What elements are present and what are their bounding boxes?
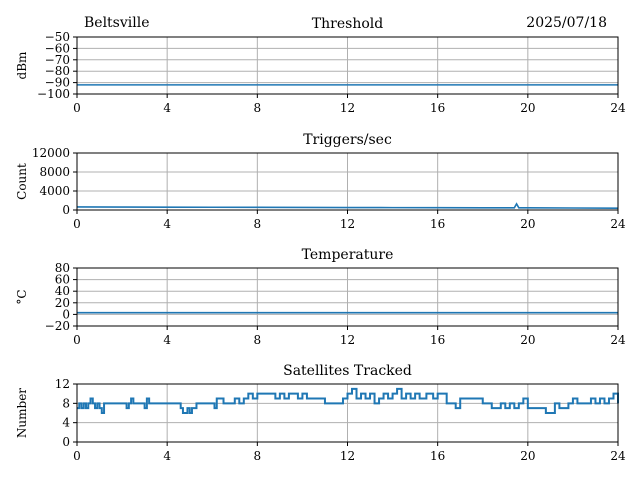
x-tick-label: 24 <box>610 333 626 347</box>
x-tick-label: 20 <box>520 101 535 115</box>
x-tick-label: 20 <box>520 217 535 231</box>
series-line-0 <box>76 202 619 209</box>
x-tick-label: 16 <box>430 449 445 463</box>
series-line-0 <box>77 387 619 414</box>
x-tick-label: 4 <box>163 333 171 347</box>
y-tick-label: −70 <box>45 53 70 67</box>
y-tick-label: 4 <box>62 416 70 430</box>
x-tick-label: 12 <box>340 101 355 115</box>
panel-title: Threshold <box>312 16 383 32</box>
y-axis-label: Number <box>15 388 29 438</box>
chart-panel-0: 0 4 8 12 16 20 24 −100−90−80−70−60−50 Threshold d… <box>15 16 626 115</box>
y-tick-label: 8000 <box>39 165 70 179</box>
x-tick-label: 8 <box>254 333 262 347</box>
panel-title: Satellites Tracked <box>283 363 412 379</box>
x-tick-label: 4 <box>163 217 171 231</box>
x-tick-label: 8 <box>254 449 262 463</box>
x-tick-label: 24 <box>610 449 626 463</box>
x-tick-label: 24 <box>610 101 626 115</box>
y-axis-label: °C <box>15 289 29 304</box>
panel-title: Triggers/sec <box>303 132 392 148</box>
x-tick-label: 16 <box>430 333 445 347</box>
x-tick-label: 12 <box>340 217 355 231</box>
x-tick-label: 0 <box>73 101 81 115</box>
y-tick-label: 12000 <box>32 146 70 160</box>
y-tick-label: 12 <box>55 377 70 391</box>
header-location: Beltsville <box>84 15 150 31</box>
y-tick-label: −60 <box>45 41 70 55</box>
y-tick-label: 4000 <box>39 184 70 198</box>
chart-panels: 0 4 8 12 16 20 24 −100−90−80−70−60−50 Threshold d… <box>15 16 626 463</box>
chart-panel-3: 0 4 8 12 16 20 24 0 4 8 12 Satellites Tracked Number <box>15 363 626 463</box>
y-tick-label: −90 <box>45 76 70 90</box>
y-tick-label: −80 <box>45 64 70 78</box>
x-tick-label: 16 <box>430 217 445 231</box>
x-tick-label: 0 <box>73 449 81 463</box>
x-tick-label: 4 <box>163 449 171 463</box>
x-tick-label: 8 <box>254 101 262 115</box>
y-tick-label: −100 <box>37 87 70 101</box>
y-tick-label: 40 <box>55 284 70 298</box>
y-tick-label: 0 <box>62 203 70 217</box>
x-tick-label: 24 <box>610 217 626 231</box>
y-tick-label: 20 <box>55 296 70 310</box>
x-tick-label: 16 <box>430 101 445 115</box>
y-tick-label: 0 <box>62 307 70 321</box>
x-tick-label: 8 <box>254 217 262 231</box>
x-tick-label: 20 <box>520 449 535 463</box>
y-axis-label: dBm <box>15 51 29 80</box>
chart-panel-1: 0 4 8 12 16 20 24 0 4000 8000 12000 Triggers/sec Cou… <box>15 132 626 231</box>
y-tick-label: 80 <box>55 261 70 275</box>
x-tick-label: 4 <box>163 101 171 115</box>
panel-title: Temperature <box>302 247 394 263</box>
y-tick-label: 0 <box>62 435 70 449</box>
header-date: 2025/07/18 <box>526 15 607 31</box>
x-tick-label: 12 <box>340 333 355 347</box>
x-tick-label: 20 <box>520 333 535 347</box>
y-tick-label: 60 <box>55 273 70 287</box>
x-tick-label: 12 <box>340 449 355 463</box>
y-tick-label: 8 <box>62 396 70 410</box>
y-tick-label: −20 <box>45 319 70 333</box>
y-axis-label: Count <box>15 163 29 200</box>
x-tick-label: 0 <box>73 333 81 347</box>
x-tick-label: 0 <box>73 217 81 231</box>
y-tick-label: −50 <box>45 30 70 44</box>
